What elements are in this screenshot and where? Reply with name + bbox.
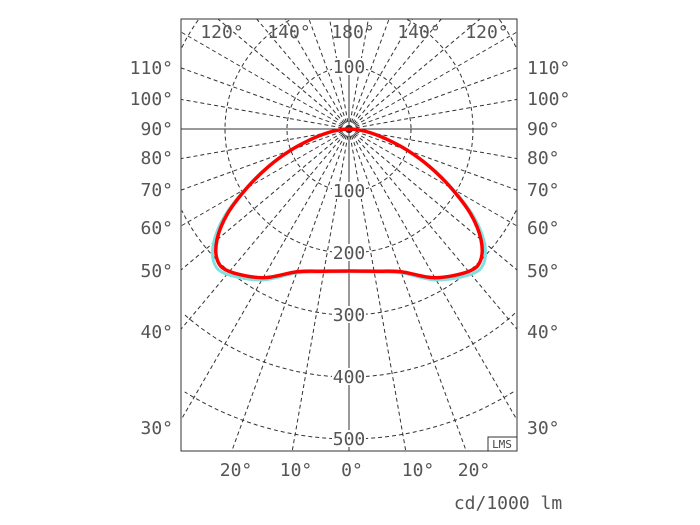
radial-label-bg — [332, 368, 366, 385]
grid-spoke — [348, 31, 518, 130]
radial-tick-label: 100 — [333, 181, 366, 202]
bottom-angle-label: 20° — [458, 460, 491, 481]
grid-spoke — [180, 31, 350, 130]
grid-spoke — [180, 67, 350, 130]
right-angle-label: 100° — [527, 89, 570, 110]
grid-spoke — [256, 18, 350, 130]
bottom-angle-label: 0° — [341, 460, 363, 481]
grid-spoke — [348, 128, 518, 330]
grid-spoke — [308, 18, 350, 130]
bottom-angle-label: 10° — [402, 460, 435, 481]
left-angle-label: 70° — [140, 180, 173, 201]
left-angle-label: 100° — [130, 89, 173, 110]
left-angle-label: 80° — [140, 148, 173, 169]
grid-spoke — [180, 98, 350, 130]
left-angle-label: 110° — [130, 58, 173, 79]
top-angle-label: 140° — [397, 22, 440, 43]
left-angle-label: 30° — [140, 418, 173, 439]
grid-ring — [182, 312, 516, 378]
right-angle-label: 40° — [527, 322, 560, 343]
grid-ring — [286, 66, 412, 192]
radial-tick-label: 400 — [333, 367, 366, 388]
top-angle-label: 140° — [267, 22, 310, 43]
bottom-angle-label: 20° — [220, 460, 253, 481]
left-angle-label: 60° — [140, 218, 173, 239]
intensity-curve-1 — [214, 127, 484, 280]
right-angle-label: 90° — [527, 119, 560, 140]
top-angle-label: 120° — [200, 22, 243, 43]
plot-frame — [180, 18, 518, 452]
grid-ring — [181, 19, 517, 316]
grid-ring — [184, 391, 514, 440]
grid-spoke — [348, 98, 518, 130]
right-angle-label: 70° — [527, 180, 560, 201]
grid-spoke — [180, 128, 350, 191]
grid-spoke — [180, 128, 350, 421]
grid-spoke — [348, 18, 413, 130]
grid-spoke — [180, 128, 350, 330]
grid-spoke — [348, 18, 390, 130]
radial-label-bg — [332, 58, 366, 75]
grid-spoke — [291, 128, 350, 452]
grid-spoke — [348, 128, 518, 191]
grid-spoke — [348, 18, 369, 130]
watermark-box — [487, 436, 518, 452]
unit-label: cd/1000 lm — [454, 493, 562, 514]
grid-ring — [224, 19, 474, 254]
grid-spoke — [285, 18, 350, 130]
top-angle-label: 120° — [465, 22, 508, 43]
grid-spoke — [348, 128, 467, 452]
radial-label-bg — [332, 244, 366, 261]
left-angle-label: 50° — [140, 261, 173, 282]
right-angle-label: 30° — [527, 418, 560, 439]
right-angle-label: 110° — [527, 58, 570, 79]
left-angle-label: 40° — [140, 322, 173, 343]
grid — [180, 18, 518, 452]
grid-spoke — [180, 128, 350, 227]
grid-spoke — [348, 18, 481, 130]
radial-label-bg — [332, 430, 366, 447]
grid-spoke — [329, 18, 350, 130]
radial-label-bg — [332, 182, 366, 199]
grid-spoke — [348, 67, 518, 130]
grid-spoke — [348, 128, 518, 271]
grid-spoke — [348, 128, 407, 452]
right-angle-label: 60° — [527, 218, 560, 239]
grid-spoke — [231, 128, 350, 452]
radial-tick-label: 200 — [333, 243, 366, 264]
bottom-angle-label: 10° — [280, 460, 313, 481]
left-angle-label: 90° — [140, 119, 173, 140]
grid-spoke — [180, 128, 350, 271]
right-angle-label: 50° — [527, 261, 560, 282]
grid-spoke — [348, 128, 518, 227]
grid-spoke — [348, 18, 442, 130]
radial-tick-label: 500 — [333, 429, 366, 450]
grid-spoke — [348, 128, 518, 421]
grid-spoke — [217, 18, 350, 130]
radial-tick-label: 300 — [333, 305, 366, 326]
radial-label-bg — [332, 306, 366, 323]
radial-tick-label-upper: 100 — [333, 57, 366, 78]
right-angle-label: 80° — [527, 148, 560, 169]
watermark-lms: LMS — [492, 438, 512, 451]
top-angle-label: 180° — [331, 22, 374, 43]
